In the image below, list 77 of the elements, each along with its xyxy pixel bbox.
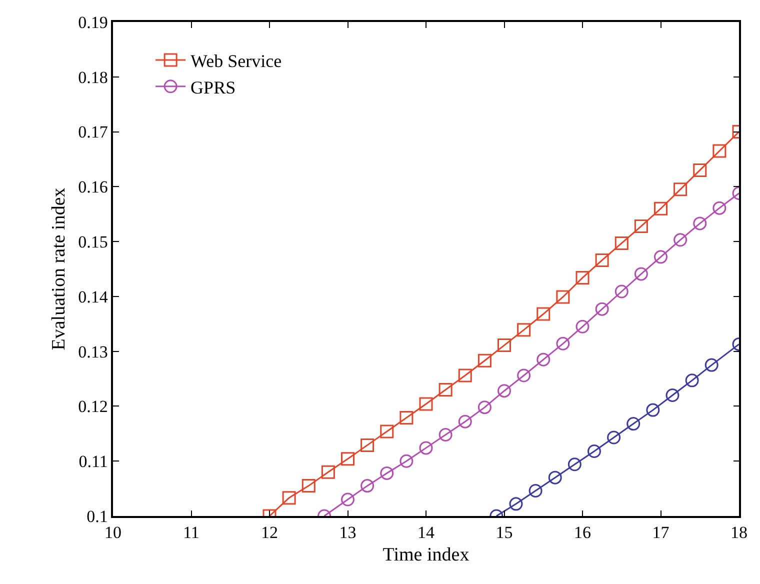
x-tick-label: 17 bbox=[652, 523, 670, 542]
point bbox=[341, 452, 354, 466]
point bbox=[712, 201, 726, 215]
point bbox=[607, 430, 621, 444]
point bbox=[498, 384, 511, 398]
x-tick-label: 12 bbox=[261, 523, 278, 542]
x-axis-title: Time index bbox=[382, 544, 470, 566]
point bbox=[556, 336, 570, 350]
point bbox=[614, 236, 628, 250]
point bbox=[498, 338, 511, 352]
point bbox=[400, 454, 414, 468]
point bbox=[712, 144, 726, 158]
point bbox=[646, 403, 660, 417]
y-tick-label: 0.14 bbox=[78, 287, 108, 306]
point bbox=[419, 397, 433, 411]
point bbox=[528, 484, 542, 498]
y-axis-title: Evaluation rate index bbox=[48, 187, 70, 350]
point bbox=[556, 290, 570, 304]
point bbox=[626, 417, 640, 431]
point bbox=[438, 428, 452, 442]
point bbox=[341, 492, 354, 506]
y-tick-label: 0.15 bbox=[78, 232, 108, 252]
point bbox=[478, 400, 492, 414]
point bbox=[360, 438, 374, 452]
x-tick-label: 16 bbox=[574, 523, 591, 542]
point bbox=[634, 219, 648, 233]
point bbox=[400, 411, 414, 424]
point bbox=[548, 470, 562, 484]
y-tick-label: 0.19 bbox=[78, 12, 108, 32]
x-tick-label: 10 bbox=[104, 523, 122, 542]
point bbox=[458, 414, 472, 428]
point bbox=[536, 352, 550, 366]
point bbox=[685, 374, 699, 388]
point bbox=[380, 424, 394, 438]
point bbox=[302, 479, 316, 493]
point bbox=[458, 368, 472, 382]
point bbox=[666, 388, 680, 402]
x-tick-label: 14 bbox=[418, 523, 435, 542]
point bbox=[654, 202, 668, 216]
point bbox=[576, 271, 590, 285]
y-tick-label: 0.13 bbox=[78, 342, 108, 362]
point bbox=[517, 368, 531, 382]
point bbox=[614, 284, 628, 298]
point bbox=[321, 465, 335, 479]
legend-label: Web Service bbox=[190, 50, 282, 71]
point bbox=[693, 163, 707, 177]
point bbox=[360, 479, 374, 493]
x-tick-label: 18 bbox=[730, 523, 748, 542]
point bbox=[634, 267, 648, 281]
point bbox=[380, 466, 394, 480]
point bbox=[536, 307, 550, 321]
point bbox=[704, 358, 718, 372]
point bbox=[419, 441, 433, 455]
point bbox=[654, 250, 668, 264]
point bbox=[587, 444, 601, 458]
legend-label: GPRS bbox=[190, 77, 236, 98]
point bbox=[693, 216, 707, 230]
y-tick-label: 0.1 bbox=[86, 506, 108, 526]
point bbox=[674, 182, 688, 196]
x-tick-label: 13 bbox=[339, 523, 356, 542]
x-tick-label: 15 bbox=[496, 523, 513, 542]
point bbox=[674, 233, 688, 247]
point bbox=[282, 491, 296, 505]
y-tick-label: 0.16 bbox=[78, 178, 108, 197]
y-tick-label: 0.17 bbox=[78, 122, 108, 142]
y-tick-label: 0.18 bbox=[78, 68, 108, 87]
y-tick-label: 0.11 bbox=[78, 452, 108, 472]
point bbox=[517, 323, 531, 337]
point bbox=[509, 497, 523, 511]
point bbox=[595, 253, 609, 267]
point bbox=[576, 320, 590, 334]
point bbox=[478, 354, 492, 368]
x-tick-label: 11 bbox=[183, 523, 200, 542]
point bbox=[568, 458, 582, 472]
y-tick-label: 0.12 bbox=[78, 397, 108, 416]
point bbox=[438, 383, 452, 397]
point bbox=[595, 302, 609, 316]
